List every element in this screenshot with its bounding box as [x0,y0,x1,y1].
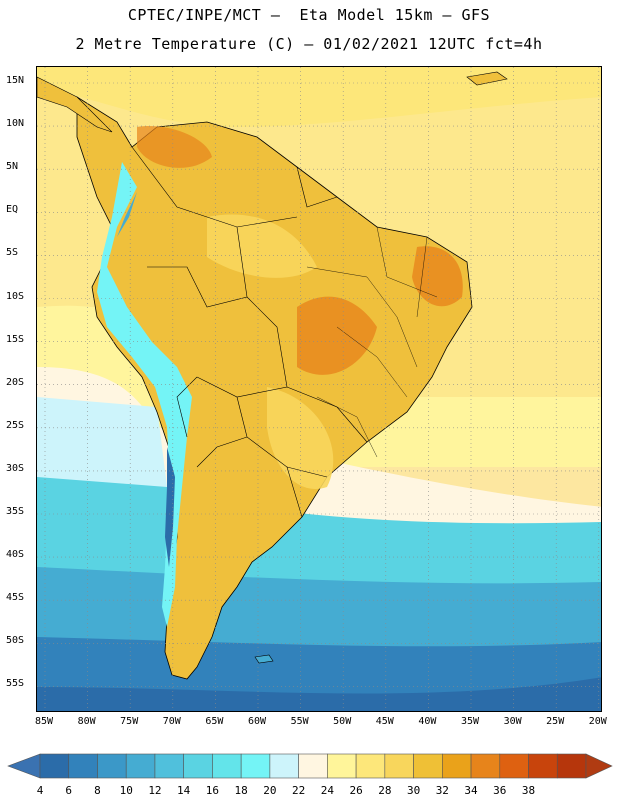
lon-label: 35W [460,716,480,727]
caribbean-warm-area [37,67,601,127]
temperature-map[interactable] [36,66,602,712]
caribbean-islands [466,71,508,86]
colorbar-label: 8 [94,784,101,797]
colorbar-segment [183,753,213,779]
colorbar-segment [298,753,328,779]
colorbar-label: 16 [205,784,220,797]
state-borders [306,226,438,458]
colorbar [7,753,613,779]
lat-label: 50S [6,635,25,647]
colorbar-segment [556,753,587,779]
lat-label: 45S [6,592,25,604]
warm-zone-amazon [207,214,317,278]
lat-label: 55S [6,678,25,690]
colorbar-label: 4 [36,784,44,797]
colorbar-label: 24 [320,784,334,797]
lon-label: 20W [588,716,607,727]
colorbar-segment [470,753,501,779]
map-canvas [37,67,601,711]
colorbar-label: 36 [493,784,507,797]
lat-label: 10S [6,290,25,302]
colorbar-segment [499,753,529,779]
lon-label: 25W [546,716,565,727]
colorbar-segment [125,753,156,779]
andes-peak-strip [165,447,175,567]
colorbar-label: 12 [148,784,162,797]
lat-label: 25S [6,419,25,431]
lat-label: EQ [6,204,19,216]
country-borders [131,146,368,518]
colorbar-segment [240,753,271,779]
colorbar-label: 30 [406,784,421,797]
lat-label: 15S [6,333,25,345]
title-line-1: CPTEC/INPE/MCT – Eta Model 15km – GFS [127,6,491,24]
lat-label: 15N [6,75,25,86]
colorbar-segment [39,753,70,779]
lon-label: 75W [120,716,139,727]
title-line-2: 2 Metre Temperature (C) – 01/02/2021 12U… [75,35,543,53]
lat-label: 5S [6,247,19,259]
colorbar-segment [528,753,558,779]
colorbar-segment [327,753,357,779]
hot-zone-central [297,296,377,375]
andes-peak-strip-2 [117,192,137,237]
colorbar-label: 22 [292,784,306,797]
lon-label: 60W [247,716,267,727]
colorbar-segment [384,753,414,779]
lon-label: 40W [418,716,437,727]
lat-label: 5N [6,161,19,173]
colorbar-label: 28 [378,784,392,797]
colorbar-segment [97,753,127,779]
colorbar-low-arrow [7,753,41,779]
colorbar-segment [413,753,443,779]
falkland-islands [254,654,274,664]
lat-label: 10N [6,118,25,130]
colorbar-label: 32 [435,784,449,797]
hot-zone-northeast [412,246,463,307]
colorbar-segment [212,753,242,779]
ocean-deep-band [37,677,601,711]
colorbar-segment [355,753,386,779]
colorbar-label: 34 [464,784,478,797]
lon-label: 80W [77,716,96,727]
ocean-cold-band [37,397,167,487]
colorbar-segment [269,753,299,779]
lon-label: 70W [162,716,181,727]
colorbar-high-arrow [585,753,613,779]
colorbar-label: 38 [521,784,536,797]
colorbar-label: 6 [65,784,73,797]
hot-zone-north [137,126,212,168]
lon-label: 55W [290,716,309,727]
colorbar-label: 10 [119,784,133,797]
lon-label: 45W [375,716,394,727]
lon-label: 65W [205,716,224,727]
colorbar-label: 18 [234,784,248,797]
warm-zone-south [267,387,334,489]
colorbar-label: 20 [263,784,277,797]
lat-label: 20S [6,376,25,388]
colorbar-segment [68,753,98,779]
colorbar-segment [442,753,472,779]
colorbar-segment [154,753,184,779]
lon-label: 85W [34,716,54,727]
lat-label: 30S [6,462,25,474]
lon-label: 50W [333,716,352,727]
colorbar-label: 26 [349,784,363,797]
lat-label: 40S [6,549,25,561]
lon-label: 30W [503,716,522,727]
lat-label: 35S [6,506,25,517]
central-america [37,76,113,133]
colorbar-label: 14 [177,784,191,797]
